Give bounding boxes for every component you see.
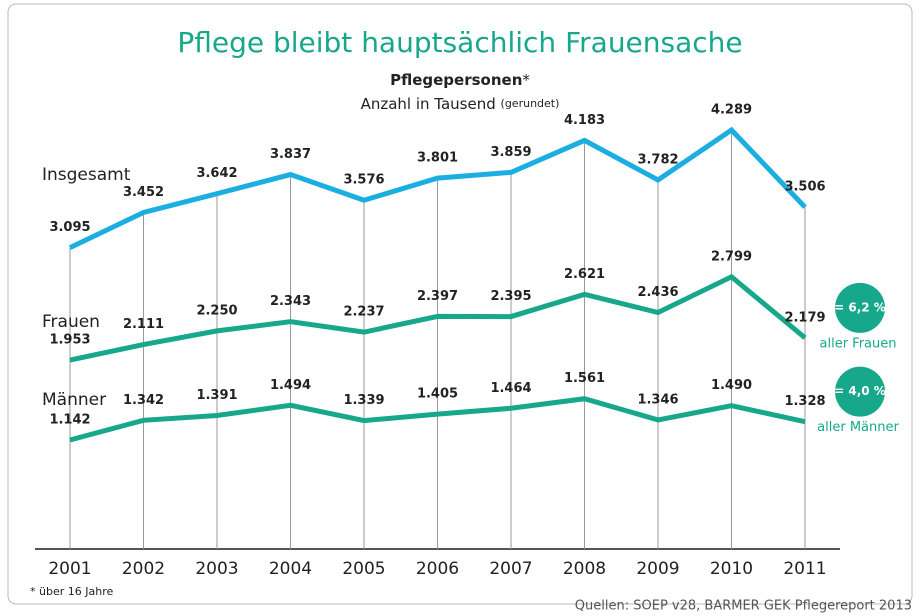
series-name: Insgesamt xyxy=(42,165,131,185)
value-label: 2.237 xyxy=(343,305,384,320)
value-label: 2.436 xyxy=(637,285,678,300)
subtitle-mark: * xyxy=(522,71,530,89)
badge xyxy=(835,282,885,333)
value-label: 3.452 xyxy=(123,185,164,200)
value-label: 3.782 xyxy=(637,152,678,167)
value-label: 4.183 xyxy=(564,113,605,128)
badge-caption: aller Männer xyxy=(817,420,899,435)
series-line xyxy=(69,396,806,443)
badge-text: = 4,0 % xyxy=(834,384,886,398)
value-label: 1.953 xyxy=(49,333,90,348)
badge xyxy=(835,366,885,417)
unit-note: (gerundet) xyxy=(501,97,560,110)
unit-label: Anzahl in Tausend (gerundet) xyxy=(361,95,560,113)
source: Quellen: SOEP v28, BARMER GEK Pflegerepo… xyxy=(575,599,912,614)
value-label: 3.506 xyxy=(784,180,825,195)
value-label: 1.142 xyxy=(49,413,90,428)
x-tick-label: 2006 xyxy=(416,559,459,579)
x-tick-label: 2011 xyxy=(783,559,826,579)
x-tick-label: 2007 xyxy=(489,559,532,579)
value-label: 3.859 xyxy=(490,145,531,160)
x-tick-label: 2004 xyxy=(269,559,312,579)
value-label: 2.397 xyxy=(417,289,458,304)
unit-text: Anzahl in Tausend xyxy=(361,95,496,113)
series-line xyxy=(68,126,807,250)
value-label: 1.339 xyxy=(343,393,384,408)
value-label: 2.179 xyxy=(784,310,825,325)
series-line xyxy=(69,273,807,363)
series-name: Männer xyxy=(42,390,106,410)
x-tick-label: 2003 xyxy=(195,559,238,579)
x-tick-label: 2001 xyxy=(48,559,91,579)
value-label: 2.799 xyxy=(711,249,752,264)
value-label: 1.494 xyxy=(270,378,311,393)
value-label: 1.346 xyxy=(637,392,678,407)
x-tick-label: 2005 xyxy=(342,559,385,579)
badge-caption: aller Frauen xyxy=(820,336,897,351)
x-tick-label: 2008 xyxy=(563,559,606,579)
chart-title: Pflege bleibt hauptsächlich Frauensache xyxy=(177,26,742,59)
frame xyxy=(7,3,913,605)
value-label: 1.490 xyxy=(711,378,752,393)
subtitle-text: Pflegepersonen xyxy=(390,71,522,89)
value-label: 1.464 xyxy=(490,381,531,396)
x-tick-label: 2009 xyxy=(636,559,679,579)
series-name: Frauen xyxy=(42,312,100,332)
x-tick-label: 2010 xyxy=(710,559,753,579)
footnote: * über 16 Jahre xyxy=(30,585,113,598)
value-label: 1.405 xyxy=(417,387,458,402)
value-label: 3.642 xyxy=(196,166,237,181)
x-tick-label: 2002 xyxy=(122,559,165,579)
value-label: 2.250 xyxy=(196,303,237,318)
value-label: 2.111 xyxy=(123,317,164,332)
value-label: 3.801 xyxy=(417,151,458,166)
value-label: 1.328 xyxy=(784,394,825,409)
value-label: 3.095 xyxy=(49,220,90,235)
badge-text: = 6,2 % xyxy=(834,300,886,314)
value-label: 1.391 xyxy=(196,388,237,403)
subtitle: Pflegepersonen* xyxy=(390,71,530,89)
value-label: 4.289 xyxy=(711,103,752,118)
value-label: 2.621 xyxy=(564,267,605,282)
value-label: 2.343 xyxy=(270,294,311,309)
value-label: 1.342 xyxy=(123,393,164,408)
value-label: 3.576 xyxy=(343,173,384,188)
value-label: 3.837 xyxy=(270,147,311,162)
value-label: 2.395 xyxy=(490,289,531,304)
value-label: 1.561 xyxy=(564,371,605,386)
